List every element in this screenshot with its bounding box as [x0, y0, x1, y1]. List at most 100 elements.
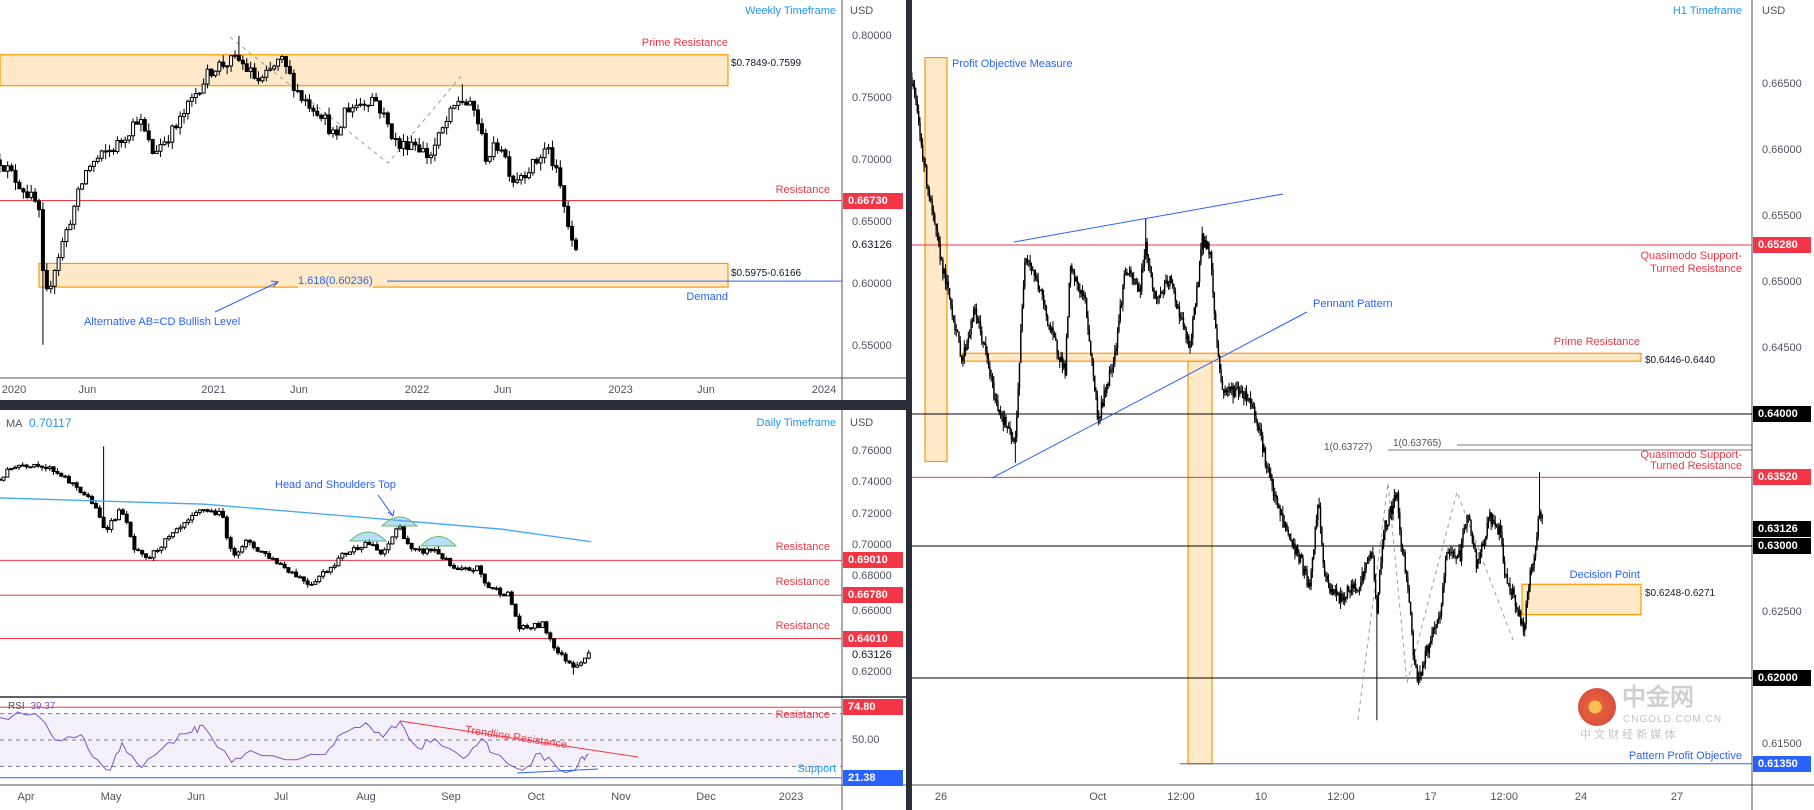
candle — [946, 281, 948, 285]
candle — [487, 156, 492, 162]
candle — [1123, 274, 1126, 285]
candle — [1483, 540, 1486, 546]
ma-legend[interactable]: MA 0.70117 — [6, 417, 71, 431]
candle — [1150, 266, 1152, 278]
pane-divider-vertical[interactable] — [906, 0, 912, 810]
weekly-prime-range-label: $0.7849-0.7599 — [731, 58, 802, 69]
candle — [348, 551, 353, 555]
candle — [1439, 615, 1441, 617]
candle — [90, 496, 95, 504]
daily-chart[interactable] — [0, 446, 842, 675]
candle — [60, 241, 65, 259]
candle — [471, 569, 476, 572]
pattern-measure-box — [1187, 360, 1213, 765]
candle — [975, 308, 978, 318]
candle — [1139, 288, 1142, 292]
candle — [0, 159, 2, 167]
candle — [505, 591, 510, 597]
rsi-chart[interactable] — [0, 706, 842, 779]
candle — [1127, 274, 1130, 276]
candle — [1189, 346, 1191, 348]
candle — [350, 107, 355, 113]
candle — [1279, 508, 1281, 516]
candle — [1490, 512, 1492, 525]
candle — [1530, 569, 1533, 571]
candle — [932, 210, 935, 215]
candle — [146, 130, 151, 141]
candle — [297, 576, 302, 579]
candle — [448, 557, 453, 567]
rsi-legend[interactable]: RSI 39.37 — [8, 700, 55, 713]
pane-divider[interactable] — [0, 400, 906, 410]
candle — [1064, 363, 1066, 376]
candle — [1407, 577, 1409, 588]
quasimodo-label-lower-line2: Turned Resistance — [1650, 460, 1742, 472]
daily-time-tick: Oct — [527, 791, 545, 803]
candle — [582, 657, 587, 664]
candle — [1133, 279, 1135, 281]
candle — [1345, 597, 1347, 599]
candle — [973, 308, 975, 322]
candle — [1181, 317, 1183, 319]
candle — [1307, 582, 1310, 586]
candle — [52, 269, 57, 287]
candle — [101, 516, 106, 529]
candle — [1521, 620, 1523, 625]
rsi-trendline-resistance — [399, 720, 639, 758]
candle — [452, 565, 457, 569]
candle — [1126, 272, 1128, 275]
candle — [1130, 270, 1132, 274]
candle — [1119, 305, 1121, 321]
candle — [958, 331, 960, 342]
candle — [1358, 587, 1361, 591]
candle — [1167, 285, 1170, 287]
candle — [1517, 608, 1519, 616]
candle — [140, 549, 145, 555]
candle — [1090, 341, 1092, 355]
candle — [1013, 440, 1015, 442]
candle — [374, 96, 379, 102]
candle — [575, 664, 580, 668]
candle — [1447, 551, 1449, 554]
weekly-price-tick: 0.60000 — [852, 278, 892, 290]
candle — [1501, 531, 1503, 544]
candle — [55, 470, 60, 474]
candle — [1129, 270, 1131, 275]
candle — [955, 330, 958, 332]
weekly-chart[interactable] — [0, 36, 842, 345]
candle — [82, 491, 87, 496]
daily-price-tick: 0.70000 — [852, 538, 892, 551]
candle — [1438, 616, 1440, 620]
candle — [1454, 554, 1456, 557]
candle — [1158, 295, 1160, 298]
candle — [76, 188, 81, 207]
candle — [1134, 279, 1136, 285]
candle — [1034, 275, 1037, 277]
h1-price-badge: 0.61350 — [1753, 755, 1811, 772]
h1-time-tick: 26 — [934, 791, 948, 803]
candle — [328, 566, 333, 573]
candle — [1036, 275, 1038, 280]
candle — [1068, 282, 1070, 318]
candle — [1342, 596, 1345, 601]
candle — [390, 536, 395, 545]
head-arc — [380, 516, 419, 527]
candle — [475, 109, 480, 125]
candle — [428, 154, 433, 159]
candle — [107, 149, 112, 153]
candle — [271, 557, 276, 560]
candle — [962, 357, 964, 361]
candle — [263, 550, 268, 554]
candle — [1049, 325, 1052, 332]
candle — [432, 144, 437, 156]
weekly-time-tick: 2020 — [1, 384, 27, 396]
pennant-lower-line — [991, 311, 1308, 479]
pennant-pattern-label: Pennant Pattern — [1313, 298, 1393, 310]
candle — [1166, 280, 1169, 286]
candle — [1202, 233, 1205, 248]
candle — [1327, 580, 1330, 584]
candle — [287, 66, 292, 74]
h1-price-tick: 0.65000 — [1762, 276, 1802, 288]
h1-chart[interactable] — [911, 56, 1752, 765]
